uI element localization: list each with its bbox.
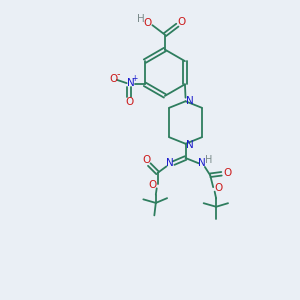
Text: H: H <box>205 154 212 164</box>
Text: O: O <box>214 183 223 193</box>
Text: O: O <box>148 180 157 190</box>
Text: N: N <box>186 96 194 106</box>
Text: O: O <box>223 169 232 178</box>
Text: O: O <box>177 17 186 27</box>
Text: N: N <box>127 77 134 88</box>
Text: N: N <box>198 158 206 168</box>
Text: N: N <box>186 140 194 150</box>
Text: O: O <box>109 74 117 84</box>
Text: +: + <box>131 74 138 82</box>
Text: -: - <box>116 69 120 79</box>
Text: H: H <box>136 14 144 24</box>
Text: O: O <box>125 97 133 107</box>
Text: O: O <box>142 155 150 165</box>
Text: N: N <box>166 158 174 168</box>
Text: O: O <box>143 18 152 28</box>
